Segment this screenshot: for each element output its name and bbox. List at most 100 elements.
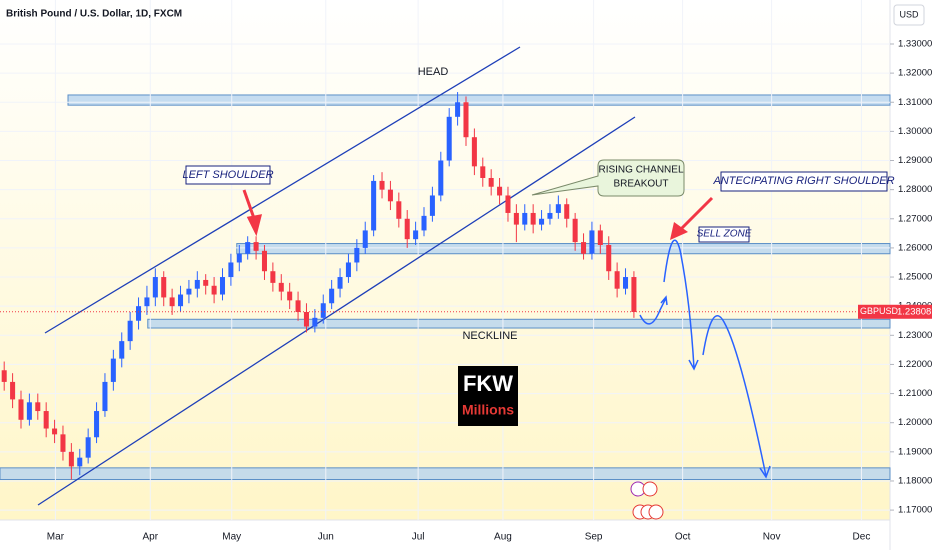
candle-body <box>144 297 150 307</box>
logo-background <box>458 366 518 426</box>
x-tick-label: Apr <box>143 532 159 543</box>
event-icon[interactable] <box>642 481 658 497</box>
candle-body <box>203 279 209 286</box>
last-price-symbol: GBPUSD <box>860 306 899 316</box>
right-shoulder-arrow <box>678 196 714 232</box>
x-tick-label: Oct <box>675 532 691 543</box>
candle-body <box>261 250 267 272</box>
x-tick-label: Dec <box>853 532 871 543</box>
logo-text: FKW <box>463 371 513 396</box>
candle-body <box>505 195 511 213</box>
y-tick-label: 1.19000 <box>898 446 932 457</box>
candle-body <box>404 218 410 240</box>
candle-body <box>572 218 578 243</box>
candle-body <box>539 218 545 225</box>
y-tick-label: 1.32000 <box>898 68 932 79</box>
candle-body <box>287 291 293 301</box>
candle-body <box>270 271 276 283</box>
candle-body <box>581 242 587 254</box>
candle-body <box>371 180 377 231</box>
candle-body <box>396 201 402 219</box>
y-tick-label: 1.28000 <box>898 184 932 195</box>
y-tick-label: 1.33000 <box>898 39 932 50</box>
candle-body <box>589 230 595 254</box>
candle-body <box>136 306 142 321</box>
neckline-label: NECKLINE <box>462 330 517 342</box>
candle-body <box>513 212 519 225</box>
candle-body <box>77 457 83 467</box>
currency-box[interactable] <box>893 4 925 26</box>
candle-body <box>606 244 612 272</box>
candle-body <box>110 358 116 382</box>
left-shoulder-box <box>185 165 271 185</box>
candle-body <box>10 381 16 400</box>
candle-body <box>18 399 24 420</box>
head-label: HEAD <box>418 66 449 78</box>
candle-body <box>362 230 368 248</box>
candle-body <box>278 282 284 292</box>
candle-body <box>211 285 217 295</box>
candle-body <box>329 288 335 304</box>
currency: USD <box>899 9 919 19</box>
x-tick-label: Jul <box>412 532 425 543</box>
breakout-label: RISING CHANNEL <box>598 165 683 176</box>
y-tick-label: 1.30000 <box>898 126 932 137</box>
candle-body <box>631 277 637 312</box>
zone <box>236 243 891 255</box>
zone <box>147 318 891 329</box>
candle-body <box>127 320 133 342</box>
candle-body <box>35 402 41 412</box>
candle-body <box>60 434 66 452</box>
left-shoulder-arrow <box>242 189 263 237</box>
candle-body <box>186 288 192 295</box>
x-tick-label: Mar <box>47 532 65 543</box>
candle-body <box>555 204 561 213</box>
candle-body <box>387 189 393 202</box>
breakout-label: BREAKOUT <box>613 179 668 190</box>
candle-body <box>379 180 385 190</box>
y-tick-label: 1.31000 <box>898 97 932 108</box>
candle-body <box>85 437 91 458</box>
candle-body <box>345 262 351 278</box>
chart-title: British Pound / U.S. Dollar, 1D, FXCM <box>6 9 182 20</box>
candle-body <box>194 279 200 289</box>
candle-body <box>52 428 58 435</box>
candle-body <box>94 411 100 438</box>
logo-text: Millions <box>462 402 514 418</box>
candle-body <box>488 177 494 187</box>
y-tick-label: 1.17000 <box>898 505 932 516</box>
right-shoulder-arrowhead <box>670 222 688 240</box>
candle-body <box>303 312 309 327</box>
sell-zone-box <box>698 226 750 243</box>
y-tick-label: 1.25000 <box>898 272 932 283</box>
candle-body <box>446 116 452 161</box>
candle-body <box>413 230 419 240</box>
projection-path <box>639 295 668 325</box>
candle-body <box>463 102 469 138</box>
breakout-callout <box>531 159 685 197</box>
event-icon[interactable] <box>648 504 664 520</box>
right-shoulder-box <box>720 171 888 192</box>
candle-body <box>253 242 259 251</box>
candle-body <box>547 212 553 219</box>
candle-body <box>497 186 503 196</box>
candle-body <box>614 271 620 289</box>
candle-body <box>438 160 444 196</box>
candle-body <box>1 370 7 382</box>
y-tick-label: 1.23000 <box>898 330 932 341</box>
candle-body <box>480 166 486 178</box>
y-tick-label: 1.27000 <box>898 213 932 224</box>
candle-body <box>522 212 528 225</box>
projection-path <box>663 239 699 371</box>
candle-body <box>219 277 226 295</box>
zone <box>0 467 891 481</box>
candle-body <box>597 230 603 245</box>
candle-body <box>68 451 74 467</box>
candle-body <box>102 381 108 412</box>
candle-body <box>320 303 326 318</box>
x-tick-label: Jun <box>318 532 334 543</box>
x-tick-label: Sep <box>585 532 603 543</box>
left-shoulder-label: LEFT SHOULDER <box>182 169 273 181</box>
candle-body <box>43 411 49 429</box>
